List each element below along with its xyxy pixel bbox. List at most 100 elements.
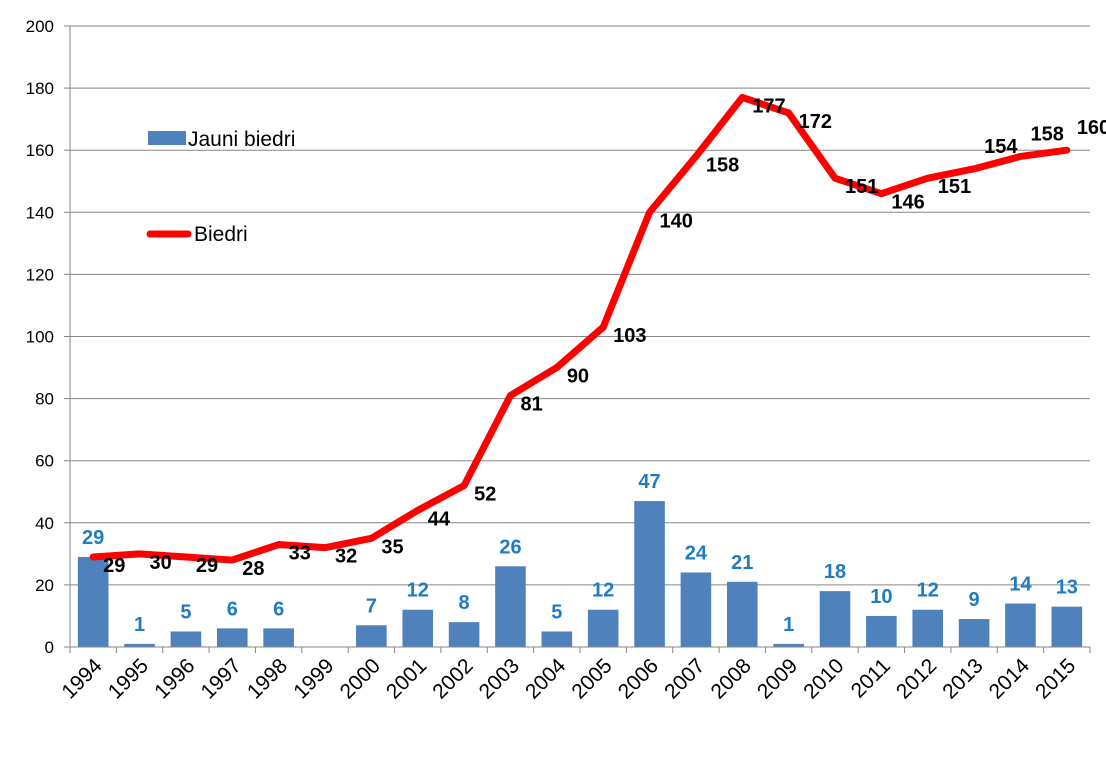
x-tick-label: 2005 [567,654,616,703]
bar [356,625,387,647]
bar-data-label: 1 [134,614,145,636]
x-axis: 1994199519961997199819992000200120022003… [57,646,1091,704]
bar [448,622,480,647]
legend: Jauni biedri Biedri [146,128,295,246]
bar-data-label: 1 [783,614,794,636]
bar [541,631,573,647]
bar-data-label: 26 [499,536,521,558]
bar-data-label: 29 [82,527,104,549]
x-tick-label: 2004 [521,654,571,704]
bar-data-label: 6 [273,598,284,620]
x-tick-label: 2009 [753,654,802,703]
x-tick-label: 1995 [104,654,153,703]
y-tick-label: 200 [26,17,54,36]
x-tick-label: 2008 [707,654,756,703]
x-tick-label: 2007 [660,654,709,703]
x-tick-label: 1999 [289,654,338,703]
line-series [89,93,1071,564]
bar [1005,603,1036,647]
bar-data-label: 21 [731,552,753,574]
bar [216,628,248,647]
y-tick-label: 160 [26,141,54,160]
bar-data-label: 5 [180,601,191,623]
legend-label-biedri: Biedri [194,223,248,246]
y-tick-label: 0 [45,638,54,657]
line-data-label: 151 [938,176,971,198]
y-tick-label: 40 [35,514,54,533]
line-data-label: 140 [660,210,693,232]
bar [402,609,434,647]
bar-data-label: 10 [870,586,892,608]
bar [263,628,294,647]
bar-data-label: 9 [969,589,980,611]
line-data-label: 32 [335,546,357,568]
line-data-label: 52 [474,484,496,506]
bar-data-label: 18 [824,561,846,583]
gridlines [70,25,1090,586]
x-tick-label: 2002 [428,654,477,703]
bar [634,501,665,647]
x-tick-label: 2000 [336,654,385,703]
line-data-label: 33 [289,543,311,565]
bar-data-label: 24 [685,542,708,564]
bar-data-label: 7 [366,595,377,617]
x-tick-label: 1997 [197,654,246,703]
x-tick-label: 2013 [938,654,987,703]
line-data-label: 151 [845,176,878,198]
legend-label-jauni-biedri: Jauni biedri [188,128,295,151]
bar-data-label: 5 [551,601,562,623]
bar [726,581,758,647]
bar [958,619,990,647]
y-tick-label: 140 [26,203,54,222]
line-data-label: 81 [520,393,542,415]
x-tick-label: 2011 [847,654,895,702]
line-data-label: 30 [150,552,172,574]
x-tick-label: 1994 [57,654,107,704]
y-tick-label: 80 [35,390,54,409]
bar [1051,606,1083,647]
y-tick-label: 100 [26,328,54,347]
bar [495,566,526,647]
line-data-label: 29 [196,555,218,577]
x-tick-label: 1998 [243,654,292,703]
line-data-label: 158 [706,154,739,176]
x-tick-label: 2012 [892,654,941,703]
data-labels: 29 1 5 6 6 7 12 8 26 5 12 47 24 21 1 18 10 12 9 14 13 29 30 29 2… [82,95,1106,635]
legend-swatch-jauni-biedri [148,131,186,145]
y-tick-label: 120 [26,265,54,284]
bar [912,609,944,647]
bar [77,556,109,647]
x-tick-label: 1996 [150,654,199,703]
bar-data-label: 47 [638,471,660,493]
line-data-label: 28 [242,558,264,580]
line-data-label: 44 [428,508,451,530]
bar [124,643,155,647]
line-data-label: 160 [1077,117,1106,139]
line-data-label: 90 [567,366,589,388]
line-data-label: 146 [891,192,924,214]
line-data-label: 35 [381,536,403,558]
x-tick-label: 2010 [799,654,848,703]
bar-data-label: 12 [592,580,614,602]
bar [680,572,712,647]
line-data-label: 29 [103,555,125,577]
bar [587,609,619,647]
bar [866,615,897,647]
x-tick-label: 2006 [614,654,663,703]
bar [819,591,851,647]
bar-data-label: 8 [459,592,470,614]
line-data-label: 172 [799,111,832,133]
y-tick-label: 180 [26,79,54,98]
y-tick-label: 60 [35,452,54,471]
line-data-label: 177 [752,95,785,117]
bar-data-label: 13 [1056,577,1078,599]
line-data-label: 158 [1030,123,1063,145]
bar-series [77,501,1083,647]
y-tick-label: 20 [35,576,54,595]
line-data-label: 154 [984,136,1018,158]
bar-data-label: 14 [1009,574,1032,596]
bar [170,631,202,647]
bar-data-label: 12 [917,580,939,602]
bar-data-label: 12 [407,580,429,602]
